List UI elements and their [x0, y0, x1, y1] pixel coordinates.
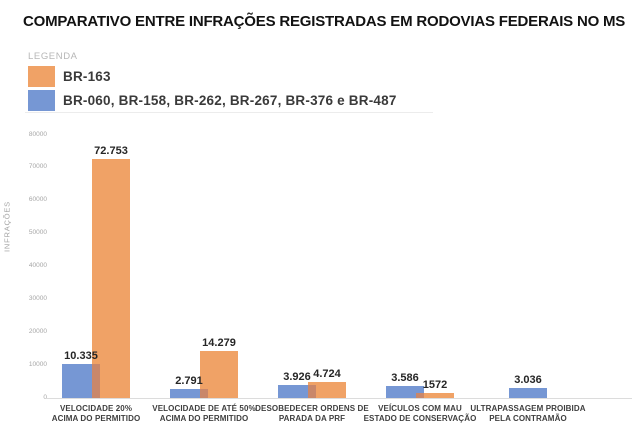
bar-overlap [200, 388, 208, 398]
y-tick-label: 40000 [28, 262, 47, 269]
bar-others [509, 388, 547, 398]
bar-br163 [92, 158, 130, 398]
bar-overlap [416, 392, 424, 398]
bar-others [278, 385, 316, 398]
x-axis-line [46, 398, 632, 399]
y-tick-label: 70000 [28, 163, 47, 171]
bar-value-others: 2.791 [175, 374, 203, 387]
bar-value-br163: 4.724 [313, 368, 341, 381]
bar-br163 [416, 392, 454, 398]
x-category-label: DESOBEDECER ORDENS DE PARADA DA PRF [255, 404, 369, 424]
bar-value-others: 10.335 [64, 350, 98, 363]
legend-swatch-orange [28, 66, 55, 87]
y-tick-label: 50000 [28, 229, 47, 237]
x-category-label: ULTRAPASSAGEM PROIBIDA PELA CONTRAMÃO [470, 404, 586, 424]
legend-label-others: BR-060, BR-158, BR-262, BR-267, BR-376 e… [63, 93, 397, 108]
bar-br163 [308, 382, 346, 398]
legend-heading: LEGENDA [28, 51, 78, 62]
bar-others [386, 386, 424, 398]
legend-item-br163: BR-163 [28, 66, 397, 87]
legend-label-br163: BR-163 [63, 69, 111, 84]
y-tick-label: 80000 [28, 130, 47, 138]
y-tick-label: 30000 [28, 294, 47, 302]
y-tick-label: 0 [43, 393, 47, 401]
bar-value-others: 3.926 [283, 371, 311, 384]
bar-others [170, 388, 208, 398]
bar-value-others: 3.586 [391, 372, 419, 385]
x-category-label: VEÍCULOS COM MAU ESTADO DE CONSERVAÇÃO [363, 404, 477, 424]
y-tick-label: 20000 [28, 327, 47, 335]
bar-overlap [308, 385, 316, 398]
x-category-label: VELOCIDADE 20% ACIMA DO PERMITIDO [51, 404, 141, 424]
bar-overlap [92, 364, 100, 398]
x-category-label: VELOCIDADE DE ATÉ 50% ACIMA DO PERMITIDO [152, 404, 256, 424]
y-tick-label: 10000 [28, 360, 47, 368]
legend-divider [25, 112, 433, 113]
bar-value-br163: 14.279 [202, 337, 236, 350]
bar-value-br163: 1572 [422, 378, 448, 391]
page-title: COMPARATIVO ENTRE INFRAÇÕES REGISTRADAS … [23, 13, 626, 30]
legend-item-others: BR-060, BR-158, BR-262, BR-267, BR-376 e… [28, 90, 397, 111]
y-tick-label: 60000 [28, 196, 47, 204]
bar-value-others: 3.036 [514, 374, 542, 387]
bar-value-br163: 72.753 [94, 144, 128, 157]
legend: LEGENDA BR-163 BR-060, BR-158, BR-262, B… [28, 51, 397, 114]
legend-swatch-blue [28, 90, 55, 111]
